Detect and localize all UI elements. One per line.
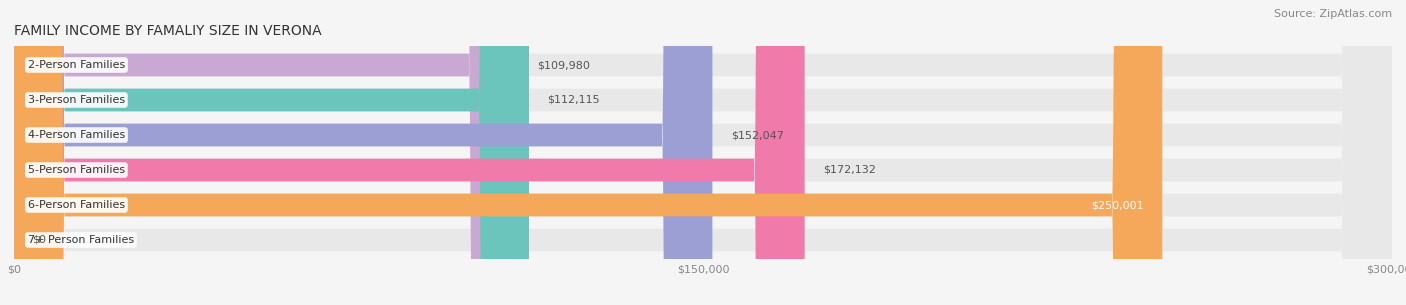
FancyBboxPatch shape [14,0,1392,305]
Text: 7+ Person Families: 7+ Person Families [28,235,134,245]
FancyBboxPatch shape [14,0,1392,305]
FancyBboxPatch shape [14,0,1392,305]
FancyBboxPatch shape [14,0,804,305]
Text: $0: $0 [32,235,46,245]
Text: $250,001: $250,001 [1091,200,1144,210]
Text: 3-Person Families: 3-Person Families [28,95,125,105]
Text: $112,115: $112,115 [547,95,600,105]
Text: 6-Person Families: 6-Person Families [28,200,125,210]
Text: 4-Person Families: 4-Person Families [28,130,125,140]
FancyBboxPatch shape [14,0,1392,305]
Text: FAMILY INCOME BY FAMALIY SIZE IN VERONA: FAMILY INCOME BY FAMALIY SIZE IN VERONA [14,24,322,38]
Text: $172,132: $172,132 [823,165,876,175]
FancyBboxPatch shape [14,0,713,305]
Text: $152,047: $152,047 [731,130,783,140]
FancyBboxPatch shape [14,0,1392,305]
FancyBboxPatch shape [14,0,529,305]
Text: 5-Person Families: 5-Person Families [28,165,125,175]
Text: Source: ZipAtlas.com: Source: ZipAtlas.com [1274,9,1392,19]
Text: 2-Person Families: 2-Person Families [28,60,125,70]
Text: $109,980: $109,980 [537,60,591,70]
FancyBboxPatch shape [14,0,519,305]
FancyBboxPatch shape [14,0,1392,305]
FancyBboxPatch shape [14,0,1163,305]
